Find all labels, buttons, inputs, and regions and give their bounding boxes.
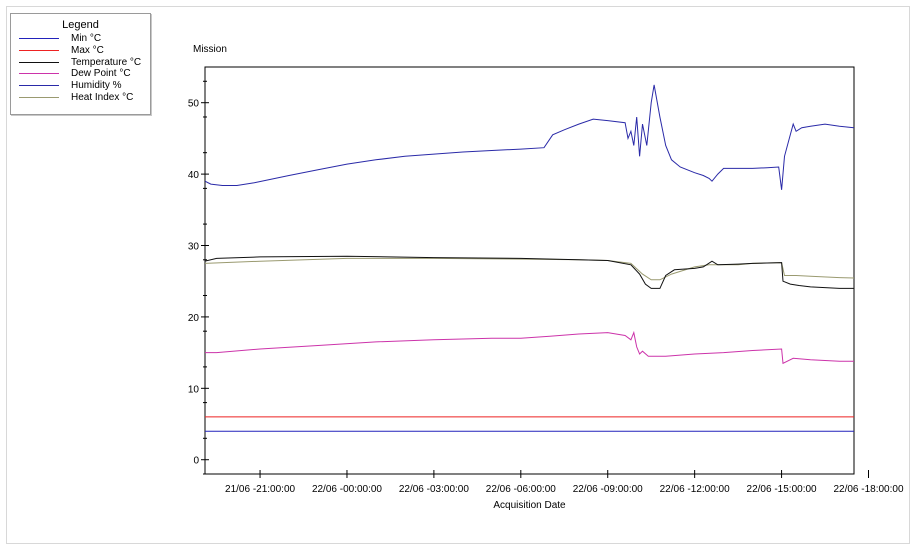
legend-swatch: [19, 73, 59, 75]
y-tick-label: 40: [188, 170, 200, 181]
y-tick-label: 20: [188, 313, 200, 324]
legend-label: Min °C: [71, 33, 102, 44]
x-tick-label: 22/06 -09:00:00: [573, 484, 643, 495]
legend-item: Min °C: [11, 33, 150, 45]
legend-item: Temperature °C: [11, 57, 150, 69]
x-tick-label: 21/06 -21:00:00: [225, 484, 295, 495]
legend-label: Max °C: [71, 44, 104, 56]
legend-label: Heat Index °C: [71, 92, 134, 103]
series-line: [205, 330, 854, 365]
chart-title: Mission: [193, 44, 227, 55]
legend-title: Legend: [62, 19, 99, 31]
legend-label: Dew Point °C: [71, 68, 131, 80]
legend-item: Max °C: [11, 45, 150, 57]
plot-area: [204, 66, 855, 475]
x-tick-label: 22/06 -18:00:00: [833, 484, 903, 495]
y-tick-label: 30: [188, 242, 200, 253]
x-tick-label: 22/06 -00:00:00: [312, 484, 382, 495]
legend-label: Humidity %: [71, 80, 122, 92]
legend-swatch: [19, 38, 59, 39]
chart-frame: [6, 6, 910, 544]
legend-swatch: [19, 49, 59, 51]
x-tick-label: 22/06 -12:00:00: [660, 484, 730, 495]
legend-label: Temperature °C: [71, 56, 142, 68]
x-axis-title: Acquisition Date: [493, 500, 566, 511]
legend: Legend Min °C Max °C Temperature °C Dew Poi…: [10, 13, 151, 115]
legend-swatch: [19, 85, 59, 87]
x-tick-label: 22/06 -03:00:00: [399, 484, 469, 495]
series-line: [205, 257, 854, 281]
x-tick-label: 22/06 -15:00:00: [747, 484, 817, 495]
legend-item: Dew Point °C: [11, 68, 150, 80]
legend-swatch: [19, 97, 59, 98]
legend-swatch: [19, 61, 59, 63]
y-tick-label: 50: [188, 99, 200, 110]
legend-item: Heat Index °C: [11, 92, 150, 104]
series-line: [205, 255, 854, 289]
x-tick-label: 22/06 -06:00:00: [486, 484, 556, 495]
y-tick-label: 10: [188, 384, 200, 395]
y-tick-label: 0: [193, 456, 199, 467]
legend-item: Humidity %: [11, 80, 150, 92]
series-line: [205, 84, 854, 190]
